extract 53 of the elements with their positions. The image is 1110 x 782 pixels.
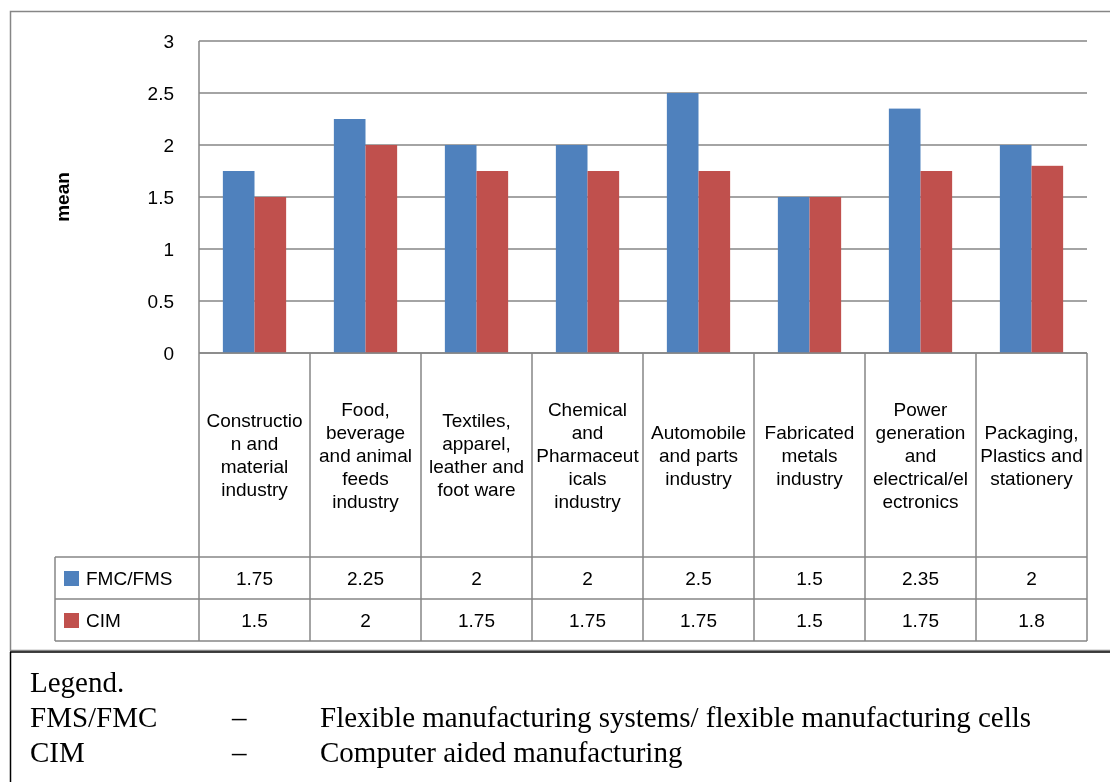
text: Legend. — [30, 666, 125, 698]
y-tick-label: 2 — [163, 134, 174, 156]
y-axis-title: mean — [51, 172, 73, 222]
data-label: 1.75 — [569, 609, 606, 631]
x-tick-label: Packaging, Plastics and stationery — [980, 421, 1083, 489]
bar — [999, 145, 1032, 353]
x-tick-label: Food, beverage and animal feeds industry — [319, 398, 412, 512]
y-tick-label: 1 — [163, 238, 174, 260]
bar — [666, 93, 699, 353]
x-tick-label: Chemical and Pharmaceuticals industry — [536, 398, 640, 512]
bar — [777, 197, 810, 353]
bar — [222, 171, 255, 353]
data-label: 2.35 — [902, 567, 939, 589]
bar — [1031, 165, 1064, 353]
y-tick-label: 0 — [163, 342, 174, 364]
text: FMS/FMC – Flexible manufacturing systems/ flexible manufacturing cells — [30, 701, 1032, 733]
text: CIM – Computer aided manufacturing — [30, 736, 683, 768]
data-label: 1.5 — [796, 567, 823, 589]
data-label: 1.5 — [796, 609, 823, 631]
data-label: 1.75 — [236, 567, 273, 589]
data-label: 1.75 — [458, 609, 495, 631]
x-tick-label: Construction and material industry — [206, 410, 303, 500]
data-label: 2 — [360, 609, 371, 631]
bar — [920, 171, 953, 353]
data-label: 2.25 — [347, 567, 384, 589]
data-label: 2 — [582, 567, 593, 589]
bar — [333, 119, 366, 353]
bar — [809, 197, 842, 353]
bar — [555, 145, 588, 353]
x-tick-label: Automobile and parts industry — [650, 421, 747, 489]
bar — [698, 171, 731, 353]
legend-label: FMC/FMS — [86, 567, 173, 589]
x-tick-label: Fabricated metals industry — [764, 421, 855, 489]
bar — [444, 145, 477, 353]
y-tick-label: 2.5 — [147, 82, 174, 104]
data-label: 1.75 — [902, 609, 939, 631]
y-tick-label: 0.5 — [147, 290, 174, 312]
data-label: 1.8 — [1018, 609, 1045, 631]
data-label: 1.75 — [680, 609, 717, 631]
data-label: 2 — [471, 567, 482, 589]
y-tick-label: 3 — [163, 30, 174, 52]
y-tick-label: 1.5 — [147, 186, 174, 208]
bar — [365, 145, 398, 353]
x-tick-label: Power generation and electrical/electronics — [872, 398, 969, 512]
legend-label: CIM — [86, 609, 121, 631]
bar — [254, 197, 287, 353]
data-label: 2.5 — [685, 567, 712, 589]
bar — [587, 171, 620, 353]
data-label: 1.5 — [241, 609, 268, 631]
data-label: 2 — [1026, 567, 1037, 589]
x-tick-label: Textiles, apparel, leather and foot ware — [428, 410, 525, 500]
bar — [476, 171, 509, 353]
bar — [888, 108, 921, 353]
